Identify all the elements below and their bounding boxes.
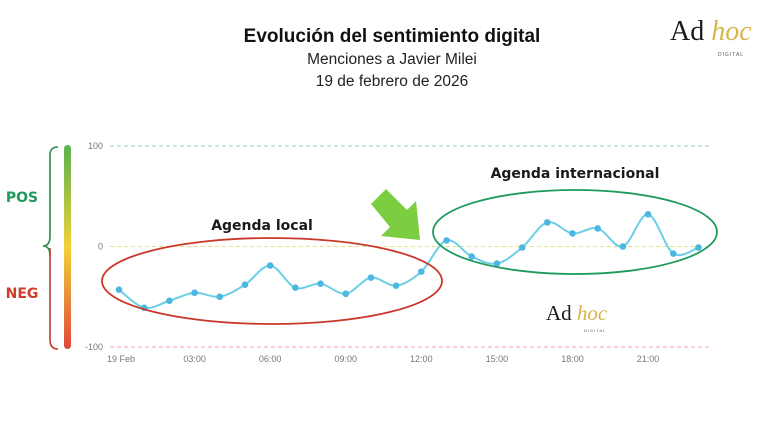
data-point <box>367 274 375 281</box>
brand-logo-top: Ad hoc DIGITAL <box>670 16 752 58</box>
data-point <box>342 290 350 298</box>
data-point <box>543 219 551 226</box>
data-point <box>418 268 425 275</box>
y-axis-ticks: 100 0 -100 <box>85 141 103 352</box>
chart-title: Evolución del sentimiento digital <box>243 26 541 47</box>
chart-date: 19 de febrero de 2026 <box>315 73 469 90</box>
pos-label: POS <box>6 190 38 206</box>
logo-accent-text: hoc <box>576 301 608 325</box>
logo-sub-text: DIGITAL <box>718 52 745 58</box>
annotation-agenda-local: Agenda local <box>211 218 313 234</box>
y-tick-label: 100 <box>88 141 103 151</box>
logo-accent-text: hoc <box>711 16 752 47</box>
sentiment-color-scale <box>64 145 71 349</box>
chart-subtitle: Menciones a Javier Milei <box>307 51 477 68</box>
y-tick-label: 0 <box>98 242 103 252</box>
arrow-icon <box>371 189 420 240</box>
x-tick-label: 15:00 <box>486 354 509 364</box>
agenda-local-ellipse <box>101 237 443 325</box>
agenda-internacional-ellipse <box>432 189 718 275</box>
x-tick-label: 09:00 <box>334 354 357 364</box>
neg-label: NEG <box>6 286 39 302</box>
data-point <box>317 280 324 287</box>
annotation-agenda-internacional: Agenda internacional <box>491 166 660 182</box>
y-tick-label: -100 <box>85 342 103 352</box>
x-tick-label: 21:00 <box>637 354 660 364</box>
logo-main-text: Ad <box>670 16 705 47</box>
data-point <box>166 297 173 305</box>
brand-logo-watermark: Ad hoc DIGITAL <box>546 301 608 333</box>
x-axis-ticks: 19 Feb 03:00 06:00 09:00 12:00 15:00 18:00 21:0… <box>107 354 659 364</box>
x-tick-label: 18:00 <box>561 354 584 364</box>
data-point <box>216 293 224 301</box>
data-point <box>569 230 576 237</box>
data-point <box>669 250 677 257</box>
data-point <box>493 260 501 267</box>
chart-grid <box>110 145 712 348</box>
series-points <box>115 211 702 312</box>
data-point <box>241 281 249 288</box>
data-point <box>392 282 400 289</box>
logo-main-text: Ad <box>546 301 572 325</box>
data-point <box>594 225 601 232</box>
data-point <box>266 262 274 269</box>
data-point <box>695 244 702 251</box>
data-point <box>443 237 450 244</box>
data-point <box>115 286 123 294</box>
x-tick-label: 19 Feb <box>107 354 135 364</box>
data-point <box>468 253 476 260</box>
neg-bracket <box>49 248 59 350</box>
x-tick-label: 12:00 <box>410 354 433 364</box>
data-point <box>644 211 652 218</box>
data-point <box>619 243 627 250</box>
x-tick-label: 03:00 <box>183 354 206 364</box>
data-point <box>292 284 299 292</box>
logo-sub-text: DIGITAL <box>584 328 607 333</box>
data-point <box>518 244 526 251</box>
x-tick-label: 06:00 <box>259 354 282 364</box>
data-point <box>191 289 198 297</box>
pos-bracket <box>42 146 59 257</box>
